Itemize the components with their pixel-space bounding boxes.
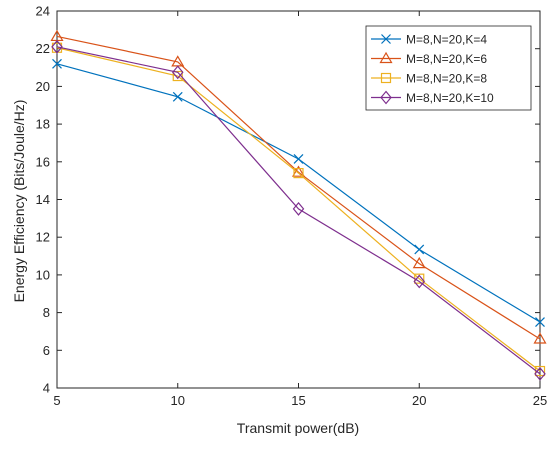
x-tick-label: 10	[171, 393, 185, 408]
y-tick-label: 14	[36, 192, 50, 207]
legend-label: M=8,N=20,K=10	[406, 91, 494, 105]
series-line	[56, 47, 541, 372]
data-point	[172, 70, 183, 82]
data-point	[534, 366, 546, 381]
y-tick-label: 18	[36, 117, 50, 132]
y-tick-label: 10	[36, 267, 50, 282]
legend: M=8,N=20,K=4 M=8,N=20,K=6 M=8,N=20,K=8 M=8,…	[365, 25, 532, 111]
legend-item: M=8,N=20,K=6	[371, 51, 487, 66]
data-point	[51, 39, 63, 54]
legend-box	[365, 25, 532, 111]
legend-marker	[381, 34, 391, 44]
data-point	[414, 244, 425, 255]
data-point	[413, 274, 426, 289]
x-tick-label: 15	[291, 393, 305, 408]
series-group	[50, 29, 547, 381]
series-line	[56, 35, 541, 340]
x-tick-label: 20	[412, 393, 426, 408]
legend-label: M=8,N=20,K=8	[406, 72, 487, 86]
data-point	[171, 65, 184, 80]
y-tick-label: 8	[43, 305, 50, 320]
data-point	[292, 201, 305, 216]
y-tick-label: 24	[36, 4, 50, 19]
y-tick-label: 4	[43, 381, 50, 396]
y-tick-label: 22	[36, 41, 50, 56]
y-tick-label: 16	[36, 154, 50, 169]
series-4	[51, 39, 546, 381]
y-tick-label: 20	[36, 79, 50, 94]
legend-marker	[380, 90, 392, 105]
x-tick-label: 5	[53, 393, 60, 408]
legend-item: M=8,N=20,K=10	[371, 90, 494, 105]
data-point	[172, 91, 183, 102]
x-tick-label: 25	[533, 393, 547, 408]
legend-item: M=8,N=20,K=8	[371, 72, 487, 86]
series-1	[52, 58, 545, 327]
data-point	[293, 154, 304, 164]
data-point	[412, 256, 426, 269]
y-axis-label: Energy Efficiency (Bits/Joule/Hz)	[11, 100, 27, 303]
y-tick-label: 6	[43, 343, 50, 358]
y-tick-label: 12	[36, 230, 50, 245]
legend-item: M=8,N=20,K=4	[371, 33, 487, 47]
legend-label: M=8,N=20,K=4	[406, 33, 487, 47]
legend-marker	[380, 72, 392, 84]
x-axis-label: Transmit power(dB)	[237, 420, 359, 436]
data-point	[52, 58, 62, 69]
data-point	[293, 168, 304, 179]
legend-marker	[379, 51, 393, 64]
data-point	[533, 332, 547, 344]
data-point	[535, 317, 545, 327]
legend-label: M=8,N=20,K=6	[406, 52, 487, 66]
series-line	[56, 46, 541, 375]
